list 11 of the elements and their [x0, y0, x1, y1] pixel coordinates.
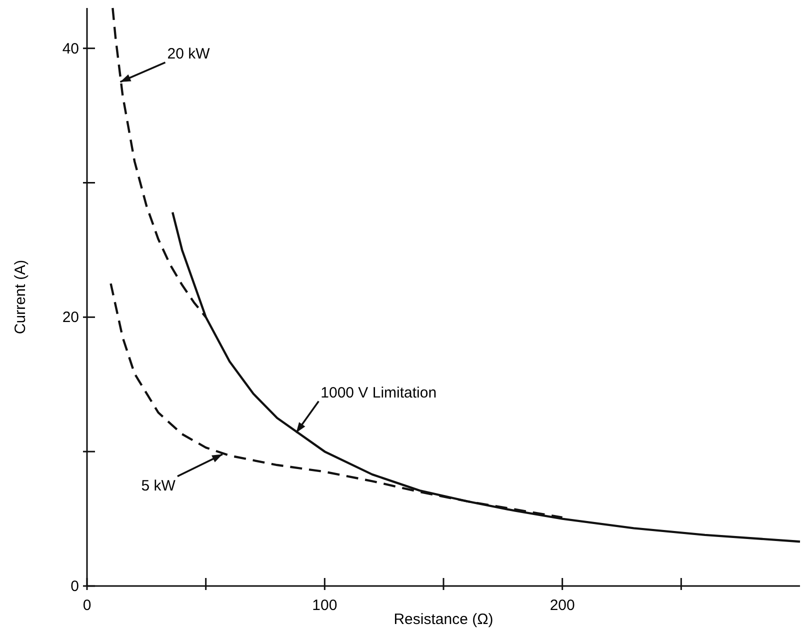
x-tick-label: 0 — [82, 597, 92, 614]
annotation: 1000 V Limitation — [320, 384, 437, 402]
x-tick-label: 100 — [312, 597, 338, 614]
x-axis-title: Resistance (Ω) — [394, 611, 494, 628]
y-tick-label: 0 — [70, 578, 79, 595]
annotation: 5 kW — [141, 477, 176, 494]
x-tick-label: 200 — [550, 597, 575, 614]
y-tick-label: 20 — [62, 309, 79, 326]
y-axis-title: Current (A) — [12, 260, 29, 334]
y-tick-label: 40 — [62, 40, 79, 58]
annotation: 20 kW — [167, 45, 211, 62]
